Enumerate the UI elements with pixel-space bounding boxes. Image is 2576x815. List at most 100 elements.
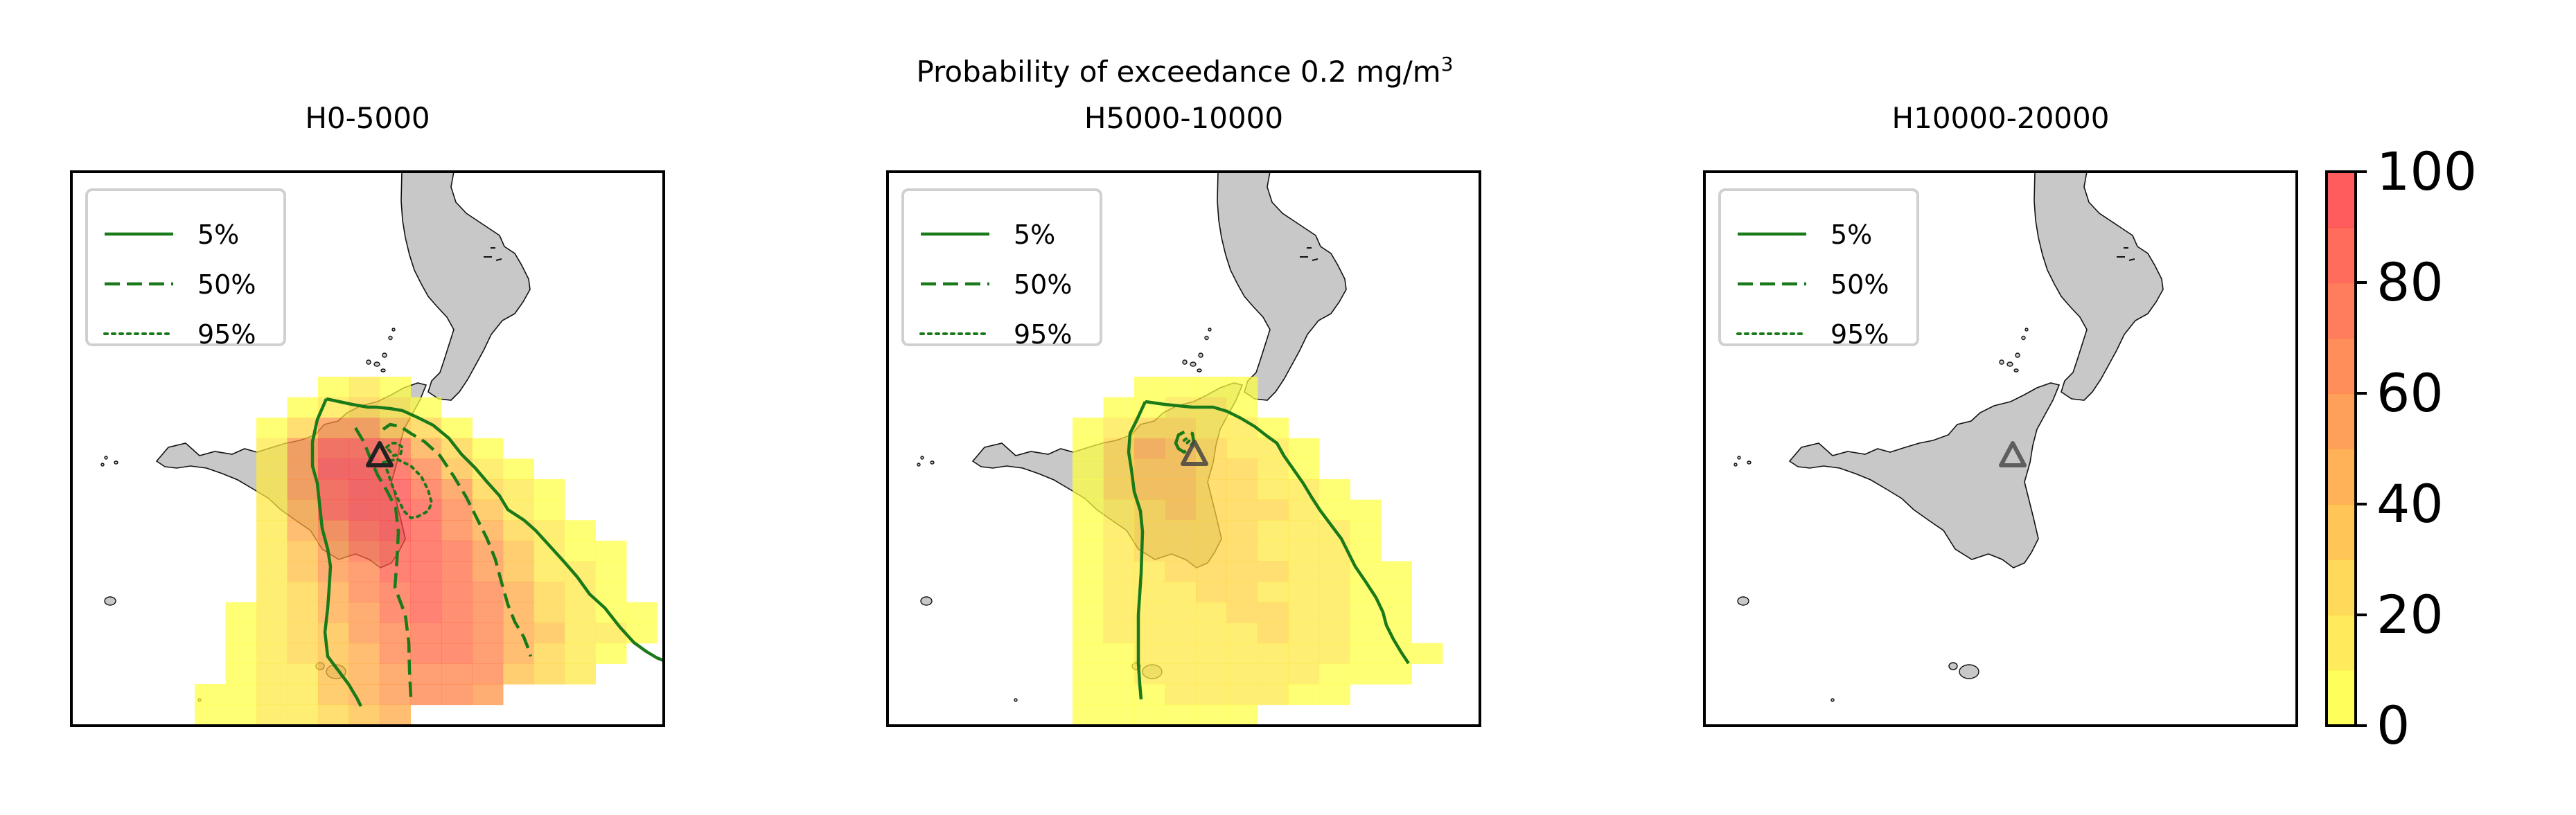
heatmap-cell xyxy=(349,418,380,438)
heatmap-cell xyxy=(1104,582,1135,602)
heatmap-cell xyxy=(1350,602,1382,623)
heatmap-cell xyxy=(226,602,257,623)
aeolian-islet-1 xyxy=(2000,360,2004,364)
heatmap-cell xyxy=(1258,500,1289,521)
heatmap-cell xyxy=(1289,684,1320,705)
heatmap-cell xyxy=(288,582,319,602)
heatmap-cell xyxy=(380,705,411,726)
heatmap-cell xyxy=(1319,643,1350,664)
heatmap-cell xyxy=(1073,479,1104,500)
heatmap-cell xyxy=(1350,520,1382,541)
heatmap-cell xyxy=(411,561,442,582)
heatmap-cell xyxy=(411,541,442,562)
heatmap-cell xyxy=(288,500,319,521)
heatmap-cell xyxy=(1381,561,1412,582)
heatmap-cell xyxy=(411,500,442,521)
heatmap-cell xyxy=(1258,418,1289,438)
heatmap-cell xyxy=(1258,684,1289,705)
heatmap-cell xyxy=(411,458,442,479)
heatmap-cell xyxy=(349,602,380,623)
heatmap-cell xyxy=(503,663,534,684)
heatmap-cell xyxy=(1165,582,1197,602)
heatmap-cell xyxy=(349,561,380,582)
heatmap-cell xyxy=(1289,643,1320,664)
heatmap-cell xyxy=(534,520,565,541)
heatmap-cell xyxy=(1412,643,1443,664)
heatmap-cell xyxy=(318,582,349,602)
heatmap-cell xyxy=(1134,377,1165,397)
aeolian-islet-5 xyxy=(1205,337,1208,340)
aeolian-islet-2 xyxy=(1190,362,1196,366)
heatmap-cell xyxy=(1134,541,1165,562)
colorbar-tick-label: 0 xyxy=(2376,695,2410,756)
colorbar-level xyxy=(2327,283,2356,339)
heatmap-cell xyxy=(1073,541,1104,562)
heatmap-cell xyxy=(1350,500,1382,521)
heatmap-cell xyxy=(1165,561,1197,582)
aeolian-islet-6 xyxy=(1208,328,1211,331)
heatmap-cell xyxy=(473,438,504,459)
heatmap-cell xyxy=(1196,705,1227,726)
heatmap-cell xyxy=(441,663,473,684)
lampedusa-island xyxy=(1014,699,1017,701)
heatmap-cell xyxy=(288,602,319,623)
heatmap-cell xyxy=(1227,623,1258,643)
gozo-island xyxy=(1949,663,1957,670)
heatmap-cell xyxy=(1165,479,1197,500)
heatmap-cell xyxy=(1073,602,1104,623)
colorbar-level xyxy=(2327,449,2356,505)
pantelleria-island xyxy=(921,597,932,605)
heatmap-cell xyxy=(596,582,627,602)
heatmap-cell xyxy=(1350,663,1382,684)
heatmap-cell xyxy=(441,541,473,562)
panel-title: H10000-20000 xyxy=(1892,101,2110,135)
aeolian-islet-4 xyxy=(381,369,385,372)
heatmap-cell xyxy=(1165,623,1197,643)
heatmap-cell xyxy=(1227,561,1258,582)
heatmap-cell xyxy=(411,602,442,623)
heatmap-cell xyxy=(1381,663,1412,684)
heatmap-cell xyxy=(349,643,380,664)
heatmap-cell xyxy=(195,684,226,705)
heatmap-cell xyxy=(288,684,319,705)
heatmap-cell xyxy=(318,643,349,664)
heatmap-cell xyxy=(1196,643,1227,664)
heatmap-cell xyxy=(256,438,288,459)
heatmap-cell xyxy=(288,397,319,418)
heatmap-cell xyxy=(1134,438,1165,459)
heatmap-cell xyxy=(1227,541,1258,562)
heatmap-cell xyxy=(1134,458,1165,479)
heatmap-cell xyxy=(503,541,534,562)
heatmap-cell xyxy=(473,602,504,623)
heatmap-cell xyxy=(1165,705,1197,726)
heatmap-cell xyxy=(1258,520,1289,541)
heatmap-cell xyxy=(411,479,442,500)
egadi-islet-2 xyxy=(930,461,934,464)
heatmap-cell xyxy=(1196,377,1227,397)
heatmap-cell xyxy=(534,582,565,602)
heatmap-cell xyxy=(318,602,349,623)
heatmap-cell xyxy=(1104,684,1135,705)
aeolian-islet-6 xyxy=(2025,328,2028,331)
heatmap-cell xyxy=(473,643,504,664)
heatmap-cell xyxy=(1227,520,1258,541)
heatmap-cell xyxy=(1134,418,1165,438)
heatmap-cell xyxy=(441,520,473,541)
heatmap-cell xyxy=(318,561,349,582)
heatmap-cell xyxy=(1227,438,1258,459)
heatmap-cell xyxy=(318,705,349,726)
heatmap-cell xyxy=(1258,582,1289,602)
aeolian-islet-4 xyxy=(2014,369,2018,372)
heatmap-cell xyxy=(411,684,442,705)
heatmap-cell xyxy=(318,458,349,479)
heatmap-cell xyxy=(1073,438,1104,459)
heatmap-cell xyxy=(1227,458,1258,479)
suptitle-main: Probability of exceedance 0.2 mg/m xyxy=(916,55,1440,89)
egadi-islet-1 xyxy=(921,456,924,459)
heatmap-cell xyxy=(1073,623,1104,643)
heatmap-cell xyxy=(1165,458,1197,479)
heatmap-cell xyxy=(565,623,596,643)
heatmap-cell xyxy=(596,541,627,562)
map-panel-3: H10000-200005%50%95% xyxy=(1704,101,2297,726)
heatmap-cell xyxy=(626,602,658,623)
